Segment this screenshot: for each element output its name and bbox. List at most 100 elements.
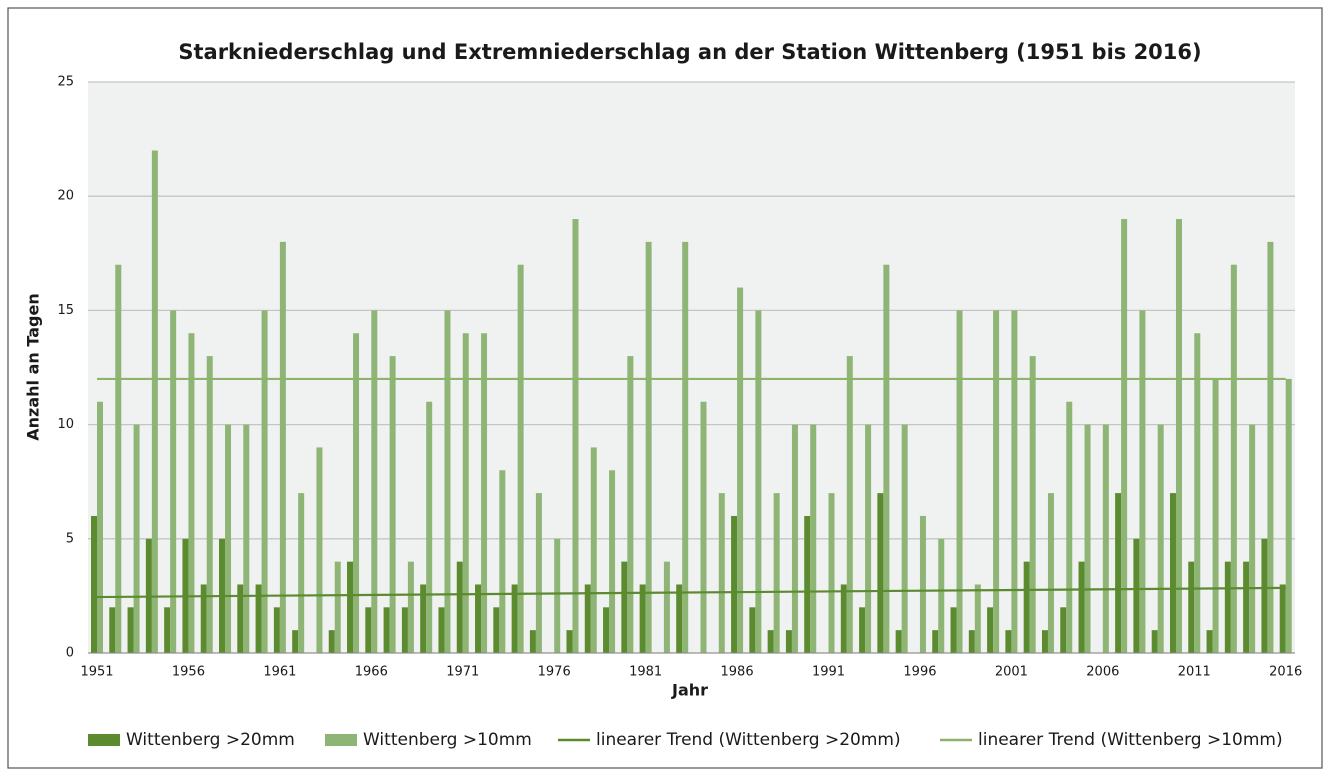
x-tick-label: 2001	[995, 665, 1028, 680]
legend-label: Wittenberg >10mm	[363, 730, 532, 750]
bar	[1267, 241, 1274, 653]
x-tick-label: 1976	[538, 665, 571, 680]
x-tick-label: 1971	[446, 665, 479, 680]
bar	[828, 493, 835, 653]
bar	[511, 584, 518, 653]
bar	[475, 584, 482, 653]
bar	[1084, 424, 1091, 653]
bar	[737, 287, 744, 653]
bar	[901, 424, 908, 653]
bar	[462, 333, 469, 653]
bar	[1102, 424, 1109, 653]
bar	[1139, 310, 1146, 653]
bar	[932, 630, 939, 653]
bar	[1279, 584, 1286, 653]
x-tick-label: 1956	[172, 665, 205, 680]
bar	[438, 607, 445, 653]
bar	[279, 241, 286, 653]
bar	[292, 630, 299, 653]
bar	[164, 607, 171, 653]
bar	[1212, 378, 1219, 653]
y-tick-label: 10	[57, 417, 74, 432]
bar	[1133, 538, 1140, 653]
bar	[1249, 424, 1256, 653]
x-tick-label: 1961	[263, 665, 296, 680]
bar	[1066, 401, 1073, 653]
bar	[609, 470, 616, 653]
bar	[1157, 424, 1164, 653]
bar	[846, 356, 853, 653]
bar	[1023, 561, 1030, 653]
bar	[987, 607, 994, 653]
bar	[407, 561, 414, 653]
x-axis-title: Jahr	[671, 681, 708, 700]
bar	[804, 515, 811, 653]
bar	[956, 310, 963, 653]
bar	[645, 241, 652, 653]
bar	[1121, 219, 1128, 654]
bar	[1261, 538, 1268, 653]
bar	[554, 538, 561, 653]
bar	[1041, 630, 1048, 653]
bar	[365, 607, 372, 653]
trend-line	[96, 586, 1286, 599]
bar	[1285, 378, 1292, 653]
bar	[225, 424, 232, 653]
bar	[1078, 561, 1085, 653]
bar	[1115, 493, 1122, 653]
bar	[200, 584, 207, 653]
bar	[529, 630, 536, 653]
bar	[938, 538, 945, 653]
bar	[420, 584, 427, 653]
bar	[383, 607, 390, 653]
bar	[170, 310, 177, 653]
bar	[731, 515, 738, 653]
bar	[1206, 630, 1213, 653]
y-tick-label: 15	[57, 303, 74, 318]
bar	[188, 333, 195, 653]
bar	[865, 424, 872, 653]
bar	[968, 630, 975, 653]
bar	[127, 607, 134, 653]
bar	[919, 515, 926, 653]
bar	[97, 401, 103, 653]
bar	[499, 470, 506, 653]
bar	[1175, 219, 1182, 654]
bar	[535, 493, 542, 653]
bar	[840, 584, 847, 653]
legend-swatch	[88, 734, 120, 746]
bar	[1047, 493, 1054, 653]
bar	[895, 630, 902, 653]
bar	[755, 310, 762, 653]
bar	[371, 310, 378, 653]
x-tick-label: 1951	[80, 665, 113, 680]
bar	[273, 607, 280, 653]
y-tick-label: 0	[66, 646, 74, 661]
bar	[974, 584, 981, 653]
y-axis-title: Anzahl an Tagen	[24, 293, 43, 440]
x-tick-label: 2006	[1086, 665, 1119, 680]
bar	[621, 561, 628, 653]
bar	[663, 561, 670, 653]
bar	[1151, 630, 1158, 653]
bar	[1060, 607, 1067, 653]
legend-label: Wittenberg >20mm	[126, 730, 295, 750]
y-tick-label: 25	[57, 75, 74, 90]
chart-title: Starkniederschlag und Extremniederschlag…	[178, 40, 1201, 64]
bar	[572, 219, 579, 654]
bar	[950, 607, 957, 653]
bar	[603, 607, 610, 653]
bar	[444, 310, 451, 653]
bar	[261, 310, 268, 653]
bar	[993, 310, 1000, 653]
x-tick-label: 1996	[903, 665, 936, 680]
bar	[517, 264, 524, 653]
x-tick-label: 1986	[721, 665, 754, 680]
bar	[401, 607, 408, 653]
y-tick-label: 20	[57, 189, 74, 204]
x-tick-label: 1991	[812, 665, 845, 680]
bar	[91, 515, 97, 653]
bar	[316, 447, 323, 653]
bar	[298, 493, 305, 653]
